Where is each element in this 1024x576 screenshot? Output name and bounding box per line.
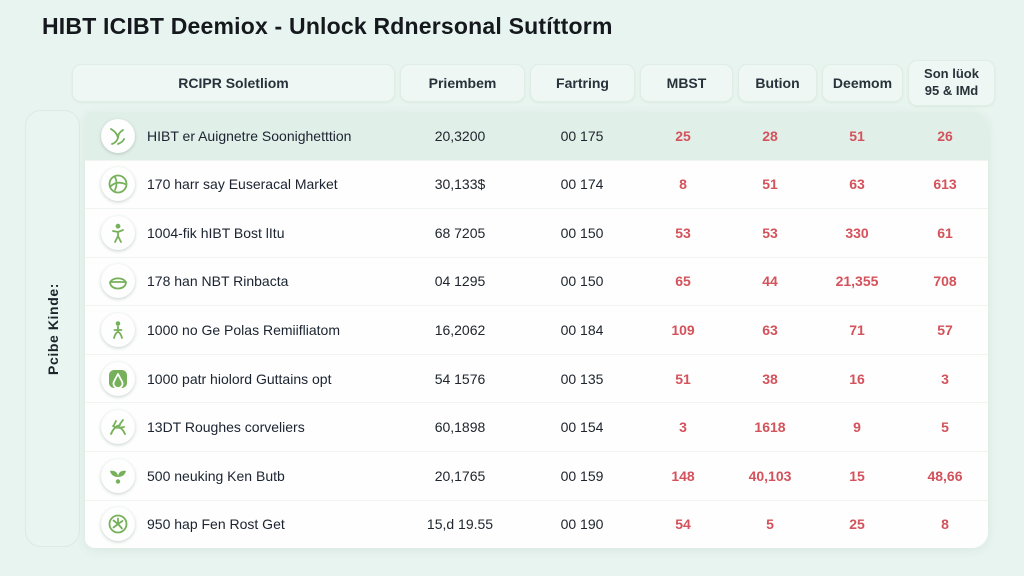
mbst-value: 53 [675,224,691,241]
leaf-badge-icon [101,361,135,396]
left-rail-label: Pcibe Kinde: [44,282,61,375]
sprout-icon [101,458,135,493]
son-luok-value: 8 [941,516,949,533]
bution-value: 53 [762,224,778,241]
row-name: 1000 patr hiolord Guttains opt [147,370,332,387]
table-row[interactable]: 1000 patr hiolord Guttains opt 54 1576 0… [85,354,988,404]
fartring-value: 00 150 [560,224,604,241]
mbst-value: 109 [671,322,695,339]
column-header-mbst[interactable]: MBST [640,64,733,102]
plant-icon [101,118,135,153]
globe-leaf-icon [101,167,135,202]
fartring-value: 00 174 [560,176,604,193]
bution-value: 44 [762,273,778,290]
column-header-solution[interactable]: RCIPR Soletliom [72,64,395,102]
fartring-value: 00 175 [560,127,604,144]
son-luok-value: 61 [937,224,953,241]
son-luok-value: 3 [941,370,949,387]
table-row[interactable]: 178 han NBT Rinbacta 04 1295 00 150 65 4… [85,257,988,307]
deemom-value: 21,355 [835,273,879,290]
column-header-deemom[interactable]: Deemom [822,64,903,102]
page-title: HIBT ICIBT Deemiox - Unlock Rdnersonal S… [42,13,613,39]
table-header-row: RCIPR Soletliom Priembem Fartring MBST B… [72,60,995,106]
bution-value: 63 [762,322,778,339]
person-icon [101,215,135,250]
bowl-icon [101,264,135,299]
deemom-value: 63 [849,176,865,193]
priembem-value: 30,133$ [434,176,486,193]
deemom-value: 51 [849,127,865,144]
priembem-value: 60,1898 [434,419,486,436]
row-name: 170 harr say Euseracal Market [147,176,338,193]
priembem-value: 68 7205 [434,224,486,241]
mbst-value: 54 [675,516,691,533]
column-header-fartring[interactable]: Fartring [530,64,635,102]
priembem-value: 20,1765 [434,467,486,484]
column-header-son-luok-line2: 95 & IMd [924,83,979,98]
table-row[interactable]: 500 neuking Ken Butb 20,1765 00 159 148 … [85,451,988,501]
fartring-value: 00 190 [560,516,604,533]
priembem-value: 20,3200 [434,127,486,144]
priembem-value: 54 1576 [434,370,486,387]
fartring-value: 00 154 [560,419,604,436]
fartring-value: 00 159 [560,467,604,484]
son-luok-value: 708 [933,273,957,290]
mbst-value: 25 [675,127,691,144]
column-header-priembem[interactable]: Priembem [400,64,525,102]
table-row[interactable]: 1000 no Ge Polas Remiifliatom 16,2062 00… [85,306,988,355]
mbst-value: 148 [671,467,695,484]
priembem-value: 04 1295 [434,273,486,290]
table-row[interactable]: 170 harr say Euseracal Market 30,133$ 00… [85,160,988,210]
son-luok-value: 613 [933,176,957,193]
column-header-son-luok-line1: Son lüok [924,66,979,82]
son-luok-value: 48,66 [927,467,963,484]
deemom-value: 71 [849,322,865,339]
deemom-value: 330 [845,224,869,241]
row-name: 13DT Roughes corveliers [147,419,305,436]
bution-value: 38 [762,370,778,387]
table-row[interactable]: 1004-fik hIBT Bost lItu 68 7205 00 150 5… [85,209,988,258]
deemom-value: 25 [849,516,865,533]
mbst-value: 51 [675,370,691,387]
bution-value: 28 [762,127,778,144]
bution-value: 5 [766,516,774,533]
table-row[interactable]: HIBT er Auignetre Soonighetttion 20,3200… [85,112,988,161]
person-sit-icon [101,313,135,348]
table-row[interactable]: 13DT Roughes corveliers 60,1898 00 154 3… [85,403,988,452]
left-rail: Pcibe Kinde: [25,110,80,547]
row-name: 950 hap Fen Rost Get [147,516,285,533]
row-name: HIBT er Auignetre Soonighetttion [147,127,352,144]
bution-value: 40,103 [748,467,792,484]
deemom-value: 15 [849,467,865,484]
fartring-value: 00 150 [560,273,604,290]
son-luok-value: 57 [937,322,953,339]
deemom-value: 9 [853,419,861,436]
row-name: 1004-fik hIBT Bost lItu [147,224,285,241]
table-row[interactable]: 950 hap Fen Rost Get 15,d 19.55 00 190 5… [85,500,988,548]
bution-value: 51 [762,176,778,193]
row-name: 500 neuking Ken Butb [147,467,285,484]
fartring-value: 00 135 [560,370,604,387]
plants-icon [101,410,135,445]
column-header-son-luok[interactable]: Son lüok 95 & IMd [908,60,995,106]
row-name: 178 han NBT Rinbacta [147,273,289,290]
fartring-value: 00 184 [560,322,604,339]
row-name: 1000 no Ge Polas Remiifliatom [147,322,340,339]
mbst-value: 8 [679,176,687,193]
son-luok-value: 5 [941,419,949,436]
priembem-value: 16,2062 [434,322,486,339]
data-table: HIBT er Auignetre Soonighetttion 20,3200… [85,112,988,548]
mbst-value: 65 [675,273,691,290]
priembem-value: 15,d 19.55 [426,516,494,533]
dandelion-icon [101,507,135,542]
column-header-bution[interactable]: Bution [738,64,817,102]
bution-value: 1618 [754,419,786,436]
son-luok-value: 26 [937,127,953,144]
deemom-value: 16 [849,370,865,387]
mbst-value: 3 [679,419,687,436]
